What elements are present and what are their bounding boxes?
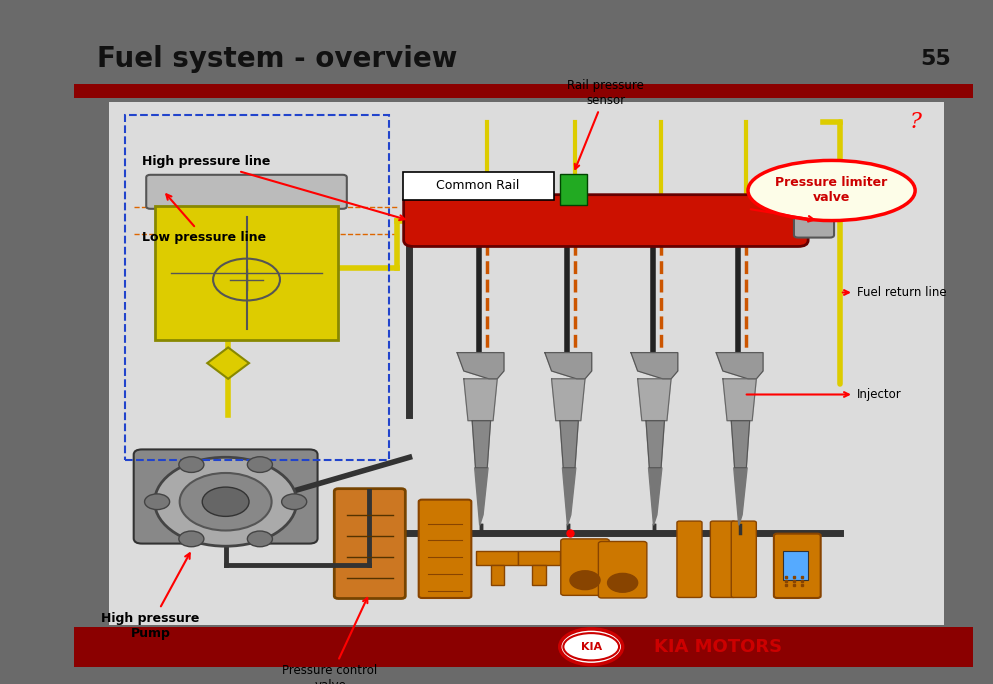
FancyBboxPatch shape xyxy=(146,175,347,209)
FancyBboxPatch shape xyxy=(731,521,757,597)
Polygon shape xyxy=(475,468,488,525)
Ellipse shape xyxy=(748,161,916,220)
Ellipse shape xyxy=(560,629,623,665)
Text: High pressure
Pump: High pressure Pump xyxy=(101,553,200,640)
Bar xyxy=(560,174,587,205)
Circle shape xyxy=(608,573,638,592)
Polygon shape xyxy=(646,421,664,468)
FancyBboxPatch shape xyxy=(677,521,702,597)
FancyBboxPatch shape xyxy=(794,204,834,237)
Polygon shape xyxy=(551,379,585,421)
Polygon shape xyxy=(734,468,747,525)
Polygon shape xyxy=(457,353,503,379)
Polygon shape xyxy=(638,379,671,421)
Polygon shape xyxy=(560,421,578,468)
Polygon shape xyxy=(473,421,491,468)
Circle shape xyxy=(247,531,272,547)
Text: Common Rail: Common Rail xyxy=(436,179,519,192)
Circle shape xyxy=(203,487,249,516)
Text: Injector: Injector xyxy=(747,388,902,401)
Polygon shape xyxy=(208,347,249,379)
Text: High pressure line: High pressure line xyxy=(142,155,404,220)
Polygon shape xyxy=(723,379,757,421)
Circle shape xyxy=(155,458,297,547)
Text: Pressure control
valve: Pressure control valve xyxy=(282,598,377,684)
Text: KIA MOTORS: KIA MOTORS xyxy=(654,637,782,656)
Circle shape xyxy=(247,457,272,473)
FancyBboxPatch shape xyxy=(403,172,554,200)
Text: 55: 55 xyxy=(920,49,950,69)
FancyBboxPatch shape xyxy=(335,488,405,598)
Circle shape xyxy=(282,494,307,510)
Text: Rail pressure
sensor: Rail pressure sensor xyxy=(567,79,644,169)
FancyBboxPatch shape xyxy=(710,521,736,597)
Text: Low pressure line: Low pressure line xyxy=(142,194,266,244)
Text: ?: ? xyxy=(910,111,922,133)
Polygon shape xyxy=(648,468,662,525)
Polygon shape xyxy=(562,468,576,525)
Bar xyxy=(74,84,973,98)
FancyBboxPatch shape xyxy=(561,539,610,595)
FancyBboxPatch shape xyxy=(134,449,318,544)
Bar xyxy=(783,551,808,580)
Circle shape xyxy=(179,457,204,473)
FancyBboxPatch shape xyxy=(774,534,820,598)
FancyBboxPatch shape xyxy=(599,542,646,598)
Bar xyxy=(108,101,944,624)
Bar xyxy=(491,564,503,586)
Polygon shape xyxy=(631,353,678,379)
Bar xyxy=(155,206,339,339)
Bar xyxy=(518,551,560,564)
Text: Fuel return line: Fuel return line xyxy=(843,286,946,299)
Circle shape xyxy=(145,494,170,510)
Circle shape xyxy=(180,473,272,531)
FancyBboxPatch shape xyxy=(419,499,472,598)
Circle shape xyxy=(570,570,600,590)
Polygon shape xyxy=(731,421,750,468)
FancyBboxPatch shape xyxy=(403,195,808,246)
Bar xyxy=(477,551,518,564)
Circle shape xyxy=(179,531,204,547)
Bar xyxy=(532,564,546,586)
Polygon shape xyxy=(716,353,763,379)
Text: Fuel system - overview: Fuel system - overview xyxy=(97,45,458,73)
Polygon shape xyxy=(545,353,592,379)
Text: Pressure limiter
valve: Pressure limiter valve xyxy=(776,176,888,205)
Text: KIA: KIA xyxy=(581,642,602,652)
Polygon shape xyxy=(464,379,497,421)
Bar xyxy=(74,627,973,667)
